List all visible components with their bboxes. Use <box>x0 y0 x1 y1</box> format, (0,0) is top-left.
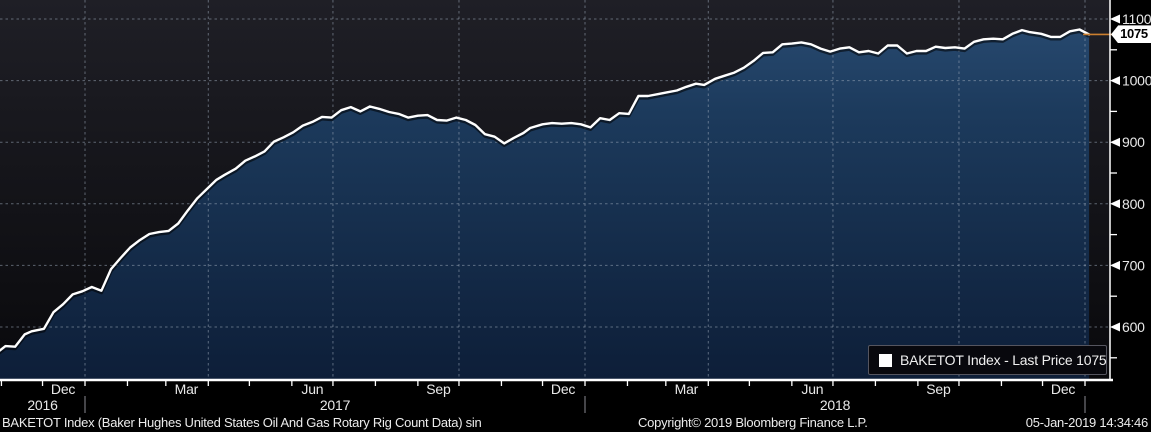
y-axis-tick-arrow-icon <box>1110 199 1120 209</box>
x-axis-month-label: Jun <box>301 381 323 397</box>
y-axis-tick-label: 1000 <box>1122 73 1151 89</box>
x-axis-year-label: 2016 <box>27 397 58 413</box>
x-axis-year-label: 2018 <box>820 397 851 413</box>
last-price-tag: 1075 <box>1111 25 1151 44</box>
price-line <box>0 28 1091 352</box>
y-axis-tick-label: 1100 <box>1122 11 1151 27</box>
y-axis-tick-arrow-icon <box>1110 137 1120 147</box>
area-fill <box>0 29 1090 380</box>
y-axis-tick-label: 700 <box>1122 257 1145 273</box>
y-axis-tick-label: 600 <box>1122 319 1145 335</box>
y-axis-tick-arrow-icon <box>1110 14 1120 24</box>
footer-timestamp: 05-Jan-2019 14:34:46 <box>1025 415 1148 430</box>
x-axis-year-label: 2017 <box>320 397 351 413</box>
y-axis-tick-label: 800 <box>1122 196 1145 212</box>
x-axis-month-label: Sep <box>926 381 951 397</box>
legend-swatch-icon <box>879 353 892 367</box>
price-line-shadow <box>0 29 1090 355</box>
y-axis-tick-arrow-icon <box>1110 260 1120 270</box>
x-axis-month-label: Mar <box>675 381 699 397</box>
y-axis-tick-arrow-icon <box>1110 76 1120 86</box>
legend-label: BAKETOT Index - Last Price 1075 <box>900 352 1107 368</box>
x-axis-month-label: Jun <box>801 381 823 397</box>
footer-security-description: BAKETOT Index (Baker Hughes United State… <box>2 415 482 430</box>
footer-copyright: Copyright© 2019 Bloomberg Finance L.P. <box>638 415 868 430</box>
x-axis-month-label: Dec <box>51 381 75 397</box>
x-axis-month-label: Dec <box>1051 381 1075 397</box>
x-axis-month-label: Dec <box>551 381 575 397</box>
y-axis-tick-arrow-icon <box>1110 322 1120 332</box>
y-axis-tick-label: 900 <box>1122 134 1145 150</box>
legend[interactable]: BAKETOT Index - Last Price 1075 <box>868 345 1107 375</box>
x-axis-month-label: Mar <box>175 381 199 397</box>
x-axis-month-label: Sep <box>426 381 451 397</box>
